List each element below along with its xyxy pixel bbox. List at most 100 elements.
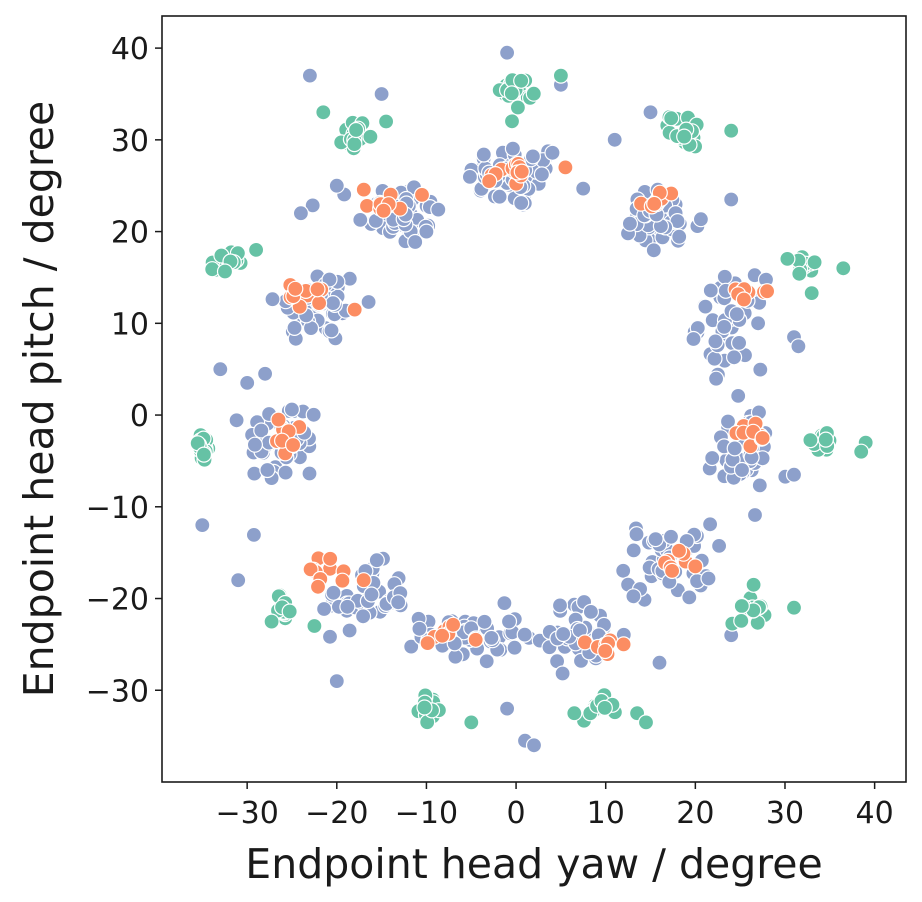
data-point	[707, 370, 725, 387]
x-axis-ticks: −30 −20 −10 0 10 20 30 40	[216, 782, 894, 831]
data-point	[700, 570, 717, 587]
data-point	[663, 562, 681, 580]
data-point	[733, 597, 750, 615]
data-point	[552, 67, 570, 84]
data-point	[309, 578, 327, 595]
data-point	[491, 188, 508, 205]
data-point	[323, 322, 340, 339]
data-point	[411, 620, 428, 637]
data-point	[646, 195, 663, 212]
x-tick-label: 30	[766, 796, 804, 831]
data-point	[716, 268, 733, 285]
data-point	[730, 334, 748, 351]
data-point	[430, 201, 447, 218]
data-point	[716, 318, 733, 335]
data-point	[259, 461, 276, 479]
data-point	[728, 306, 745, 323]
data-point	[645, 242, 662, 259]
data-point	[463, 714, 480, 731]
y-tick-label: 10	[111, 307, 149, 342]
data-point	[745, 576, 762, 593]
data-point	[513, 163, 530, 180]
data-point	[692, 211, 710, 228]
data-point	[363, 586, 380, 603]
data-point	[362, 128, 379, 145]
data-point	[328, 177, 345, 194]
data-point	[228, 412, 245, 429]
data-point	[316, 600, 333, 618]
data-point	[467, 631, 484, 648]
x-tick-label: −10	[395, 796, 458, 831]
data-point	[239, 374, 256, 391]
data-point	[506, 639, 523, 656]
data-point	[533, 166, 551, 183]
data-point	[621, 215, 639, 232]
data-point	[481, 173, 498, 190]
data-point	[461, 168, 478, 185]
data-point	[513, 194, 530, 212]
data-point	[516, 626, 533, 643]
x-tick-label: 20	[676, 796, 714, 831]
data-point	[524, 148, 542, 165]
data-point	[723, 122, 740, 139]
data-point	[390, 594, 407, 611]
data-point	[625, 542, 642, 559]
data-point	[248, 241, 265, 258]
data-point	[311, 295, 328, 312]
x-tick-label: 40	[856, 796, 894, 831]
data-point	[378, 113, 395, 130]
data-point	[504, 140, 522, 157]
data-point	[509, 99, 527, 116]
data-point	[628, 526, 645, 543]
data-point	[263, 613, 280, 630]
data-point	[754, 429, 771, 447]
data-point	[676, 128, 693, 145]
x-tick-label: 0	[507, 796, 526, 831]
data-point	[348, 121, 365, 139]
data-point	[355, 181, 372, 198]
data-point	[557, 159, 574, 176]
data-point	[701, 516, 719, 533]
data-point	[352, 211, 369, 228]
data-point	[403, 638, 420, 655]
data-point	[499, 700, 516, 717]
data-point	[434, 627, 451, 644]
data-point	[735, 291, 753, 308]
data-point	[791, 265, 808, 282]
data-point	[328, 672, 345, 690]
data-point	[555, 625, 572, 643]
data-point	[835, 260, 852, 277]
data-point	[733, 612, 750, 630]
data-point	[416, 699, 433, 716]
y-tick-label: 30	[111, 124, 149, 159]
data-point	[270, 411, 287, 428]
data-point	[304, 197, 321, 214]
y-axis-label: Endpoint head pitch / degree	[15, 101, 63, 697]
data-point	[513, 72, 530, 89]
data-point	[264, 291, 281, 308]
data-point	[368, 552, 385, 569]
data-point	[575, 180, 592, 197]
data-point	[287, 280, 304, 297]
x-tick-label: 10	[587, 796, 625, 831]
y-tick-label: 40	[111, 32, 149, 67]
data-point	[230, 572, 247, 589]
data-point	[475, 146, 492, 163]
data-point	[615, 562, 632, 579]
data-point	[496, 594, 513, 612]
data-point	[702, 282, 719, 299]
data-point	[685, 330, 702, 348]
data-point	[306, 617, 323, 635]
data-point	[719, 413, 737, 430]
data-point	[544, 144, 561, 161]
data-point	[476, 613, 493, 630]
data-point	[195, 446, 212, 463]
data-point	[726, 440, 743, 457]
y-tick-label: −30	[86, 674, 149, 709]
data-point	[687, 558, 704, 575]
data-point	[597, 642, 614, 660]
data-point	[358, 197, 376, 214]
data-point	[324, 295, 342, 312]
data-point	[212, 361, 229, 378]
y-tick-label: −10	[86, 491, 149, 526]
